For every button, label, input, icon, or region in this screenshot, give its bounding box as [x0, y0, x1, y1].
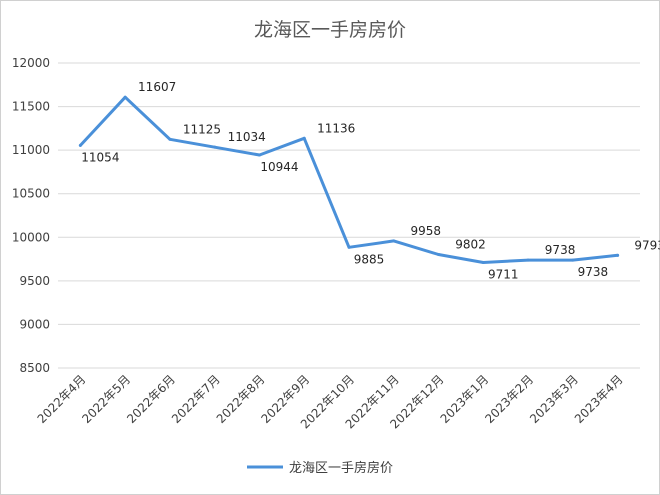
data-point: [481, 260, 485, 264]
y-axis-ticks: 8500 9000 9500 10000 10500 11000 11500 12000: [12, 56, 50, 375]
x-axis-ticks: 2022年4月2022年5月2022年6月2022年7月2022年8月2022年…: [35, 372, 626, 431]
data-point: [123, 95, 127, 99]
data-point: [616, 253, 620, 257]
data-point: [257, 153, 261, 157]
data-point: [302, 136, 306, 140]
data-point: [571, 258, 575, 262]
legend: 龙海区一手房房价: [247, 460, 393, 476]
data-label: 9885: [354, 252, 385, 266]
data-label: 11034: [228, 130, 266, 144]
data-label: 9738: [578, 265, 609, 279]
y-tick-label: 9500: [19, 274, 50, 288]
data-point: [437, 253, 441, 257]
y-tick-label: 10000: [12, 230, 50, 244]
data-point: [168, 137, 172, 141]
data-point: [392, 239, 396, 243]
y-tick-label: 10500: [12, 187, 50, 201]
data-label: 9958: [410, 224, 441, 238]
data-point: [213, 145, 217, 149]
data-label: 9802: [455, 238, 486, 252]
data-point: [526, 258, 530, 262]
data-label: 10944: [260, 160, 298, 174]
data-label: 9738: [545, 243, 576, 257]
data-label: 11125: [183, 122, 221, 136]
data-label: 11136: [317, 121, 355, 135]
data-label: 9711: [488, 267, 519, 281]
data-point: [347, 245, 351, 249]
chart-title: 龙海区一手房房价: [254, 19, 406, 41]
y-tick-label: 11500: [12, 100, 50, 114]
y-tick-label: 12000: [12, 56, 50, 70]
data-point: [78, 143, 82, 147]
data-label: 11607: [138, 80, 176, 94]
x-tick-label: 2023年4月: [572, 372, 626, 426]
y-tick-label: 8500: [19, 361, 50, 375]
legend-label: 龙海区一手房房价: [289, 460, 393, 476]
series-lines: [78, 95, 620, 264]
y-tick-label: 9000: [19, 317, 50, 331]
data-label: 11054: [81, 150, 119, 164]
data-labels: 11054 11607 11125 11034 10944 11136 9885 9958 98…: [81, 80, 660, 281]
y-tick-label: 11000: [12, 143, 50, 157]
data-label: 9793: [634, 238, 660, 252]
gridlines: [58, 62, 640, 369]
